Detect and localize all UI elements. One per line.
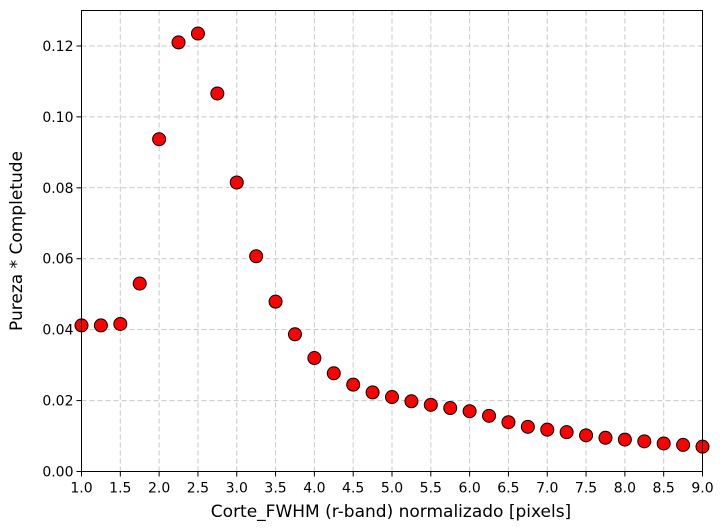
x-axis: 1.0 1.5 2.0 2.5 3.0 3.5 4.0 4.5 5.0 5.5 6.0 6.5 7.0 7… [70,471,714,497]
data-point [152,132,167,147]
data-point [132,276,147,291]
plot-frame [81,10,703,472]
data-point [676,437,691,452]
data-point [229,175,244,190]
data-point [482,408,497,423]
data-point [346,377,361,392]
x-tick-label: 2.0 [148,481,170,497]
y-tick-label: 0.04 [42,323,73,339]
data-point [171,35,186,50]
x-tick-label: 5.0 [381,481,403,497]
data-point [385,390,399,405]
x-tick-label: 7.5 [575,481,597,497]
x-tick-label: 6.0 [458,481,480,497]
x-tick-label: 8.5 [653,481,675,497]
x-tick-label: 9.0 [691,481,713,497]
data-point [93,318,108,333]
data-point [249,249,264,264]
x-tick-label: 1.0 [70,481,92,497]
data-point [190,26,205,41]
x-tick-label: 4.5 [342,481,364,497]
y-tick-label: 0.12 [42,39,73,55]
data-point [462,404,477,419]
x-tick-label: 4.0 [303,481,325,497]
x-tick-label: 8.0 [614,481,636,497]
data-point [113,316,128,331]
x-tick-label: 6.5 [497,481,519,497]
data-point [520,419,535,434]
x-tick-label: 2.5 [187,481,209,497]
x-tick-label: 7.0 [536,481,558,497]
data-point [598,430,613,445]
data-point [307,351,322,366]
data-point [268,294,283,309]
data-point [423,397,438,412]
data-point [443,401,458,416]
data-point [287,327,302,342]
y-axis-label: Pureza * Completude [7,151,27,331]
data-point [617,432,632,447]
data-point [540,422,555,437]
x-tick-label: 1.5 [109,481,131,497]
data-point [579,428,594,443]
y-tick-label: 0.00 [42,465,73,481]
y-tick-label: 0.02 [42,394,73,410]
x-tick-label: 5.5 [420,481,442,497]
x-tick-label: 3.5 [264,481,286,497]
y-tick-label: 0.10 [42,110,73,126]
x-axis-label: Corte_FWHM (r-band) normalizado [pixels] [211,502,571,522]
data-point [637,434,652,449]
x-tick-label: 3.0 [226,481,248,497]
data-point [210,86,225,101]
data-point [656,436,671,451]
y-axis: 0.00 0.02 0.04 0.06 0.08 0.10 0.12 [42,39,82,481]
y-tick-label: 0.06 [42,252,73,268]
y-tick-label: 0.08 [42,181,73,197]
data-point [365,385,380,400]
data-series [74,26,710,454]
data-point [559,425,574,440]
data-point [404,394,419,409]
data-point [501,415,516,430]
data-point [326,366,341,381]
